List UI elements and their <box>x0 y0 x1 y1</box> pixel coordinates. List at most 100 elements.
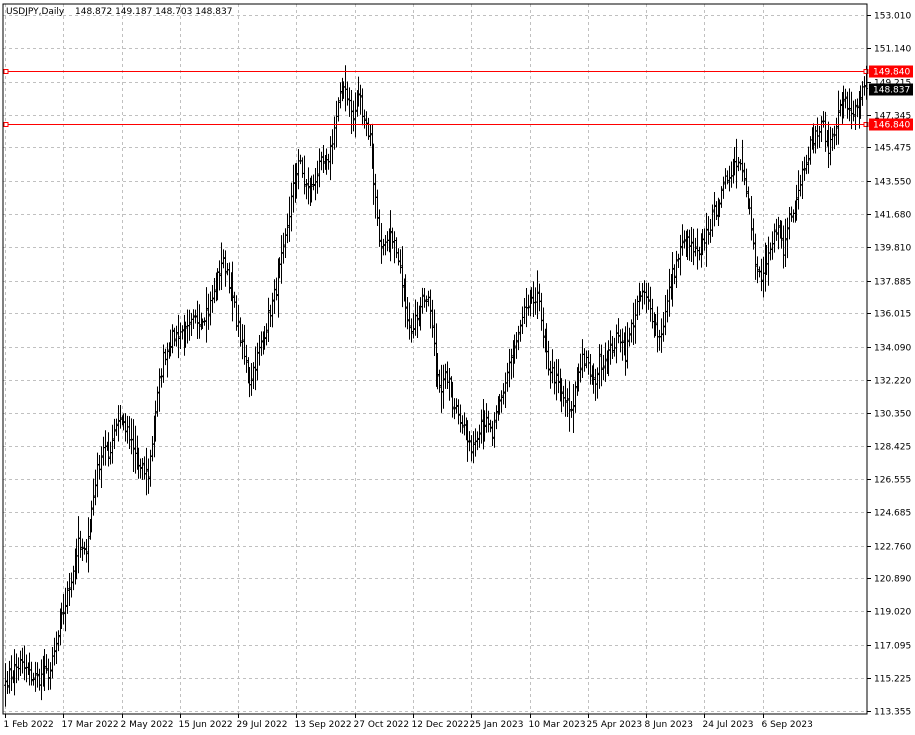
ohlc-bar <box>461 415 464 434</box>
ohlc-bar <box>369 124 372 147</box>
ohlc-bar <box>513 334 516 364</box>
ohlc-bar <box>192 309 195 330</box>
ohlc-bar <box>124 413 127 442</box>
price-levels[interactable] <box>3 69 869 127</box>
ohlc-bar <box>203 317 206 326</box>
ohlc-bar <box>4 663 7 707</box>
ohlc-bar <box>320 151 323 171</box>
ohlc-bar <box>83 541 86 555</box>
time-tick-label: 27 Oct 2022 <box>354 720 410 730</box>
ohlc-bar <box>628 327 631 347</box>
ohlc-bar <box>457 399 460 425</box>
ohlc-bar <box>572 383 575 434</box>
price-axis[interactable]: 153.010151.140149.215147.345145.475143.5… <box>867 12 911 718</box>
price-tick-label: 115.225 <box>874 675 911 685</box>
ohlc-bar <box>448 367 451 401</box>
time-tick-label: 15 Jun 2022 <box>179 720 233 730</box>
ohlc-bar <box>495 405 498 430</box>
level-price-tag <box>869 118 913 131</box>
ohlc-bar <box>271 292 274 328</box>
ohlc-bar <box>677 253 680 269</box>
ohlc-bar <box>350 90 353 135</box>
ohlc-bar <box>292 164 295 213</box>
ohlc-bar <box>100 446 103 488</box>
time-tick-label: 24 Jul 2023 <box>703 720 754 730</box>
ohlc-bar <box>166 342 169 378</box>
ohlc-bar <box>683 230 686 249</box>
ohlc-bar <box>433 309 436 357</box>
ohlc-bar <box>213 278 216 304</box>
ohlc-bar <box>222 249 225 269</box>
ohlc-bar <box>94 469 97 506</box>
ohlc-bar <box>844 88 847 109</box>
ohlc-bar <box>842 85 845 119</box>
ohlc-bar <box>777 216 780 250</box>
ohlc-bar <box>589 353 592 385</box>
ohlc-bar <box>421 287 424 314</box>
ohlc-bar <box>596 367 599 399</box>
ohlc-bar <box>630 319 633 343</box>
ohlc-bar <box>474 428 477 457</box>
level-handle[interactable] <box>863 122 869 127</box>
ohlc-bar <box>316 160 319 194</box>
ohlc-bar <box>611 336 614 359</box>
level-handle[interactable] <box>863 69 869 74</box>
time-axis[interactable]: 1 Feb 2022 17 Mar 2022 2 May 2022 15 Jun 20… <box>4 714 813 730</box>
ohlc-bar <box>85 538 88 563</box>
ohlc-bar <box>750 195 753 241</box>
ohlc-bar <box>863 76 866 96</box>
price-tags: 149.840 146.840 148.837 <box>869 65 913 131</box>
level-handle[interactable] <box>3 69 9 74</box>
ohlc-bar <box>818 125 821 148</box>
ohlc-bar <box>440 364 443 413</box>
price-tick-label: 130.350 <box>874 410 911 420</box>
ohlc-bar <box>87 517 90 573</box>
ohlc-bar <box>470 435 473 462</box>
ohlc-bar <box>237 304 240 338</box>
ohlc-bar <box>13 649 16 696</box>
ohlc-bar <box>49 662 52 690</box>
ohlc-bar <box>557 359 560 394</box>
ohlc-bar <box>483 410 486 442</box>
ohlc-bar <box>196 300 199 339</box>
ohlc-bar <box>604 342 607 382</box>
ohlc-bar <box>160 368 163 388</box>
ohlc-bar <box>397 248 400 266</box>
ohlc-bar <box>425 295 428 312</box>
ohlc-bar <box>839 99 842 117</box>
ohlc-bar <box>466 420 469 462</box>
time-tick-label: 1 Feb 2022 <box>4 720 54 730</box>
time-tick-label: 10 Mar 2023 <box>529 720 586 730</box>
time-tick-label: 12 Dec 2022 <box>412 720 470 730</box>
ohlc-bar <box>444 363 447 389</box>
ohlc-bar <box>399 249 402 274</box>
ohlc-bar <box>624 326 627 376</box>
ohlc-bar <box>23 645 26 681</box>
price-tick-label: 147.345 <box>874 112 911 122</box>
ohlc-bar <box>55 631 58 665</box>
ohlc-bar <box>626 322 629 369</box>
ohlc-bar <box>147 458 150 494</box>
ohlc-bar <box>282 232 285 264</box>
ohlc-bar <box>352 100 355 132</box>
level-handle[interactable] <box>3 122 9 127</box>
ohlc-bar <box>201 318 204 330</box>
ohlc-bar <box>250 363 253 396</box>
ohlc-bar <box>577 363 580 392</box>
ohlc-bar <box>169 329 172 357</box>
ohlc-bar <box>423 288 426 308</box>
ohlc-bar <box>410 318 413 343</box>
ohlc-bar <box>506 362 509 392</box>
ohlc-bar <box>207 293 210 330</box>
ohlc-bar <box>198 304 201 339</box>
ohlc-bar <box>574 381 577 413</box>
ohlc-bar <box>416 301 419 339</box>
current-price-label: 148.837 <box>873 86 910 96</box>
price-tick-label: 119.020 <box>874 608 911 618</box>
price-bars <box>4 65 868 707</box>
ohlc-bar <box>90 500 93 533</box>
ohlc-bar <box>154 400 157 442</box>
ohlc-bar <box>555 359 558 401</box>
ohlc-bar <box>295 163 298 199</box>
